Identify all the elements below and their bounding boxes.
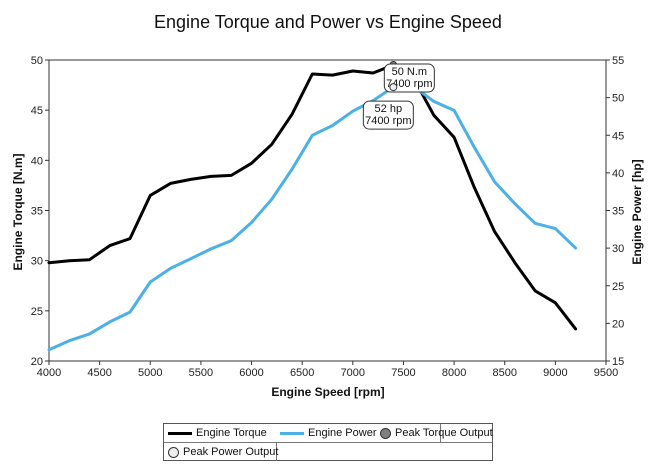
chart-title: Engine Torque and Power vs Engine Speed (154, 12, 502, 32)
x-tick-label: 6500 (290, 367, 314, 379)
x-tick-label: 9000 (543, 367, 567, 379)
legend-divider (164, 442, 492, 443)
y-right-tick-label: 35 (612, 206, 624, 218)
legend-divider (440, 424, 441, 442)
x-tick-label: 4500 (87, 367, 111, 379)
y-right-tick-label: 15 (612, 356, 624, 368)
y-right-tick-label: 25 (612, 281, 624, 293)
peak-torque-output-callout-text: 7400 rpm (386, 78, 432, 90)
x-tick-label: 6000 (239, 367, 263, 379)
y-left-tick-label: 50 (31, 55, 43, 67)
x-tick-label: 9500 (594, 367, 618, 379)
legend-swatch-torque (168, 431, 192, 435)
x-axis-title: Engine Speed [rpm] (271, 385, 384, 399)
x-tick-label: 4000 (37, 367, 61, 379)
peak-torque-output-callout-text: 50 N.m (392, 66, 427, 78)
chart-legend: Engine Torque Engine Power Peak Torque O… (163, 423, 493, 461)
y-axis-right-title: Engine Power [hp] (630, 159, 644, 264)
y-left-tick-label: 35 (31, 206, 43, 218)
peak-power-output-marker (389, 83, 398, 92)
x-tick-label: 8000 (442, 367, 466, 379)
peak-power-output-callout-box (362, 100, 414, 130)
y-right-tick-label: 45 (612, 130, 624, 142)
y-left-tick-label: 30 (31, 256, 43, 268)
y-left-tick-label: 40 (31, 155, 43, 167)
x-tick-label: 8500 (492, 367, 516, 379)
legend-label: Engine Power (308, 427, 377, 439)
series-line-engine-power (47, 84, 578, 352)
y-left-tick-label: 45 (31, 105, 43, 117)
y-right-tick-label: 50 (612, 93, 624, 105)
y-right-tick-label: 40 (612, 168, 624, 180)
legend-label: Peak Torque Output (395, 427, 493, 439)
peak-power-output-callout-text: 52 hp (375, 103, 403, 115)
plot-area: 4000 4500 5000 5500 6000 6500 7000 7500 8000 8500… (31, 55, 625, 379)
y-left-tick-label: 25 (31, 306, 43, 318)
y-right-tick-label: 30 (612, 243, 624, 255)
peak-torque-output-callout-box (383, 63, 435, 93)
peak-power-output-callout-text: 7400 rpm (365, 115, 411, 127)
legend-marker-peak-torque (380, 427, 391, 439)
series-line-engine-torque (47, 63, 578, 331)
legend-label: Peak Power Output (183, 446, 279, 458)
x-tick-label: 5000 (138, 367, 162, 379)
y-axis-left-title: Engine Torque [N.m] (11, 153, 25, 270)
legend-swatch-power (280, 431, 304, 435)
legend-divider (276, 442, 277, 461)
y-left-tick-label: 20 (31, 356, 43, 368)
legend-label: Engine Torque (196, 427, 267, 439)
y-right-tick-label: 55 (612, 55, 624, 67)
x-tick-label: 7000 (341, 367, 365, 379)
legend-item-peak-torque[interactable]: Peak Torque Output (376, 424, 493, 442)
y-right-tick-label: 20 (612, 318, 624, 330)
x-tick-label: 5500 (189, 367, 213, 379)
x-tick-label: 7500 (391, 367, 415, 379)
legend-item-engine-power[interactable]: Engine Power (276, 424, 377, 442)
legend-item-engine-torque[interactable]: Engine Torque (164, 424, 267, 442)
legend-marker-peak-power (168, 446, 179, 458)
legend-item-peak-power[interactable]: Peak Power Output (164, 443, 278, 461)
